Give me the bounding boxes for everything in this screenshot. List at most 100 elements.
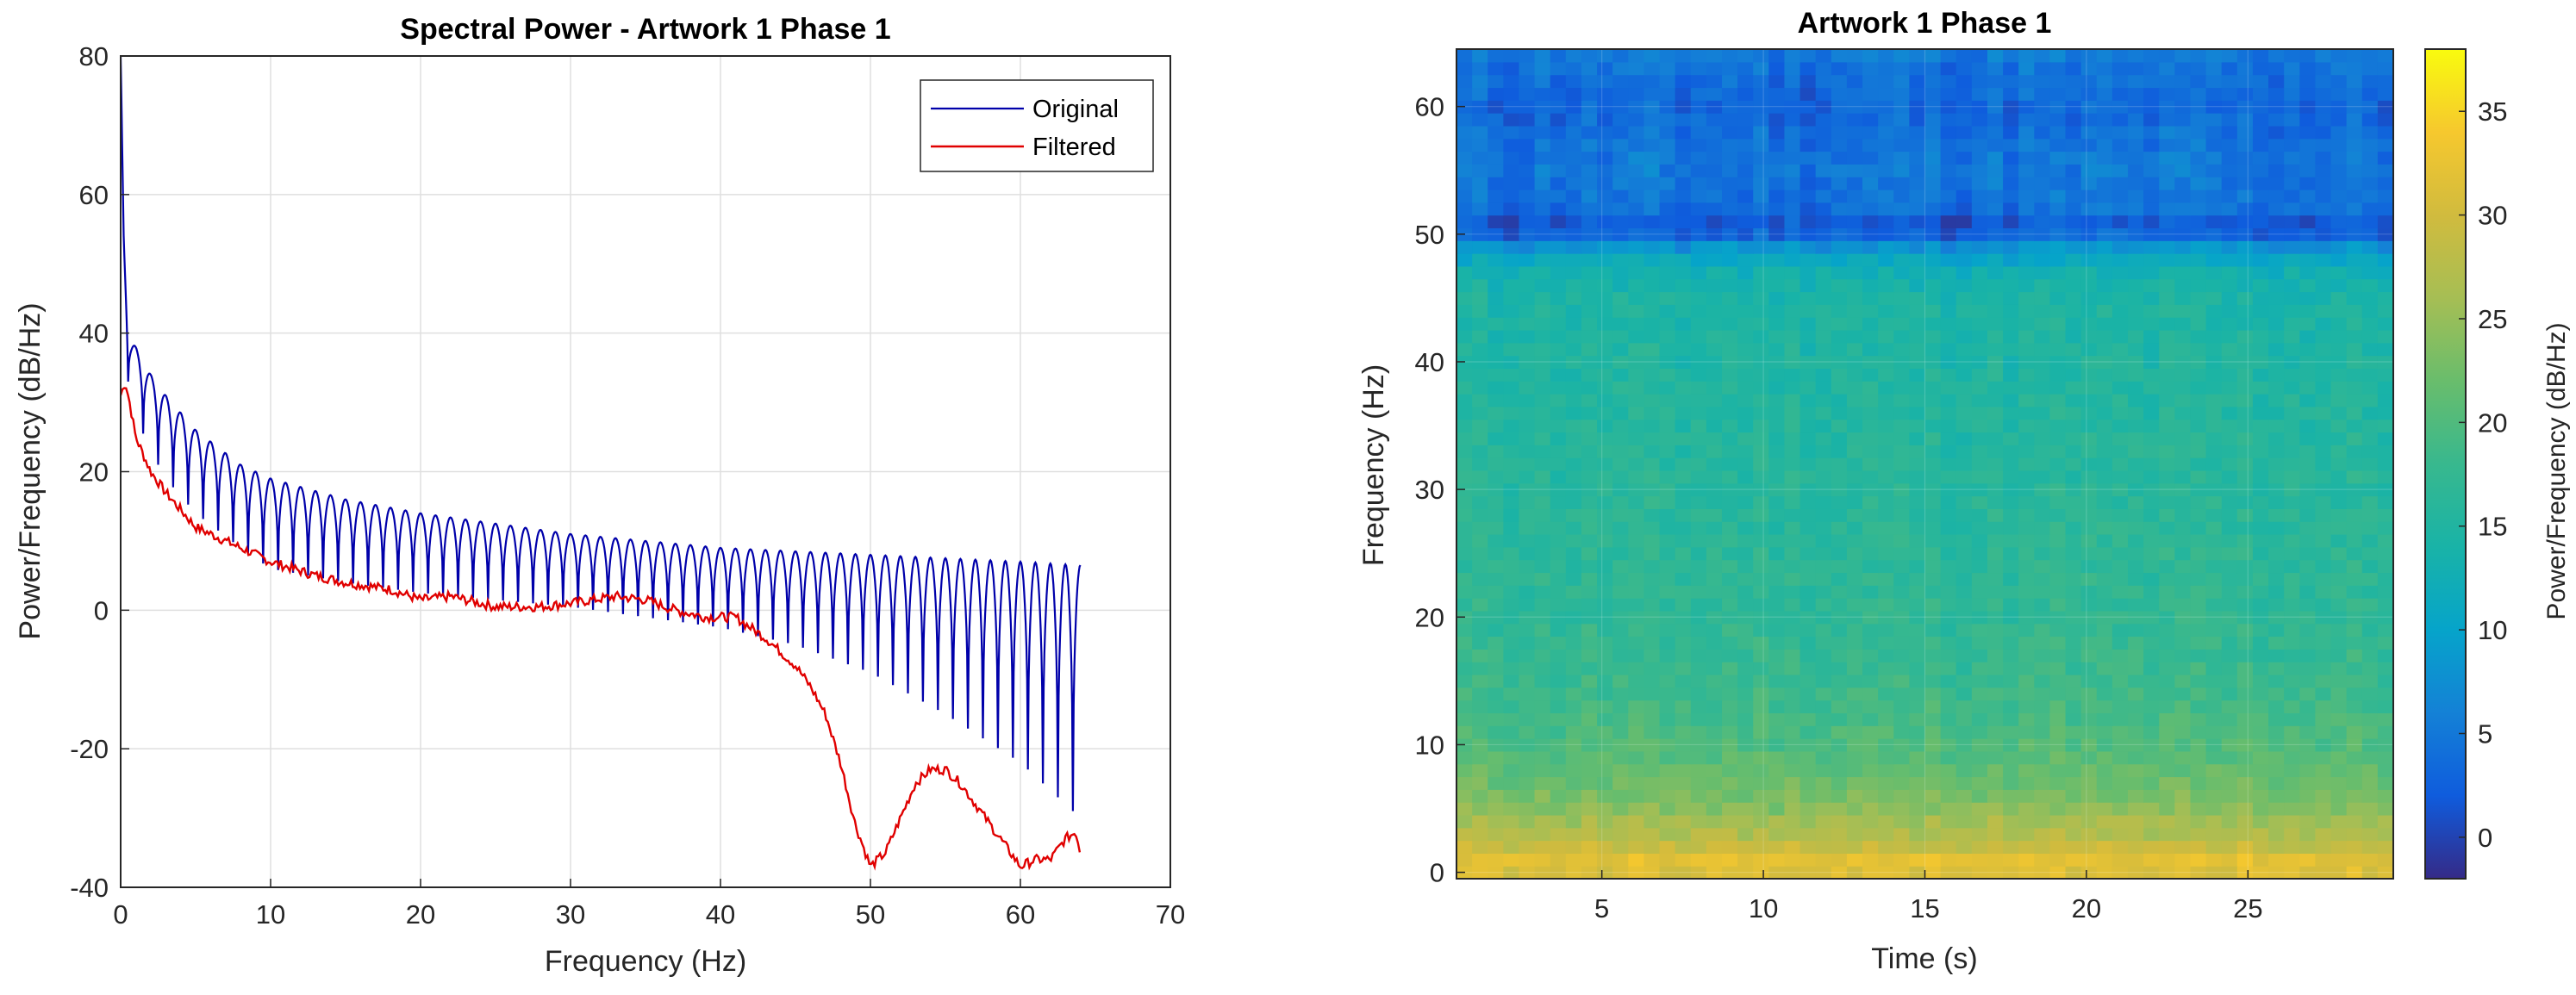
heatmap-cell [2190,495,2207,509]
heatmap-cell [2236,342,2254,357]
heatmap-cell [2377,304,2394,318]
heatmap-cell [2080,636,2098,650]
heatmap-cell [1799,789,1817,803]
heatmap-cell [1846,394,1863,407]
heatmap-cell [2330,572,2348,586]
heatmap-cell [2330,87,2348,101]
heatmap-cell [1940,687,1957,701]
heatmap-cell [2284,776,2300,790]
heatmap-cell [2284,189,2300,203]
heatmap-cell [1846,202,1863,216]
heatmap-cell [2221,394,2238,407]
heatmap-cell [1706,265,1723,280]
heatmap-cell [1550,291,1567,305]
heatmap-cell [1784,125,1801,140]
heatmap-cell [1597,572,1613,586]
heatmap-cell [1768,177,1786,190]
heatmap-cell [2284,598,2300,612]
heatmap-cell [2174,100,2192,114]
heatmap-cell [2252,610,2269,625]
heatmap-cell [2236,508,2254,522]
heatmap-cell [2003,572,2019,586]
heatmap-cell [1550,419,1567,433]
heatmap-cell [1659,802,1676,816]
heatmap-cell [1971,177,1988,190]
heatmap-cell [1690,317,1707,331]
heatmap-cell [1565,750,1582,765]
heatmap-cell [1971,317,1988,331]
heatmap-cell [1690,445,1707,458]
heatmap-cell [1519,394,1536,407]
heatmap-cell [1768,789,1786,803]
heatmap-cell [2205,763,2223,778]
heatmap-y-tick-label: 40 [1415,347,1444,377]
heatmap-cell [1456,674,1473,688]
heatmap-cell [2361,304,2379,318]
heatmap-cell [2205,445,2223,458]
heatmap-cell [2299,125,2317,140]
heatmap-cell [1612,725,1629,739]
heatmap-cell [2377,138,2394,152]
heatmap-cell [2284,521,2300,535]
heatmap-cell [1706,700,1723,713]
heatmap-cell [1644,738,1661,752]
heatmap-cell [2034,329,2051,344]
heatmap-cell [1737,636,1754,650]
heatmap-cell [1503,674,1520,688]
heatmap-cell [2034,662,2051,675]
heatmap-cell [2034,763,2051,778]
heatmap-cell [1831,419,1848,433]
heatmap-cell [1971,278,1988,293]
heatmap-cell [1581,738,1598,752]
heatmap-cell [2268,177,2285,190]
heatmap-cell [2080,559,2098,574]
heatmap-cell [1846,662,1863,675]
heatmap-cell [1472,240,1488,254]
heatmap-cell [1753,495,1769,509]
heatmap-cell [2128,853,2144,867]
heatmap-cell [1846,636,1863,650]
heatmap-cell [2284,432,2300,445]
heatmap-cell [2080,445,2098,458]
heatmap-cell [1456,278,1473,293]
heatmap-cell [1987,61,2004,76]
heatmap-cell [1878,712,1894,726]
heatmap-cell [1987,610,2004,625]
heatmap-cell [1831,74,1848,89]
heatmap-cell [1503,457,1520,471]
heatmap-cell [2128,572,2144,586]
heatmap-cell [2096,317,2113,331]
heatmap-cell [2268,74,2285,89]
heatmap-cell [1799,763,1817,778]
heatmap-cell [1768,125,1786,140]
heatmap-cell [2065,674,2082,688]
heatmap-cell [2034,49,2051,63]
heatmap-cell [2034,87,2051,101]
heatmap-cell [1581,49,1598,63]
heatmap-cell [2221,776,2238,790]
heatmap-cell [2284,623,2300,637]
heatmap-cell [2080,495,2098,509]
heatmap-cell [2377,368,2394,382]
heatmap-cell [2096,546,2113,561]
heatmap-cell [2003,533,2019,548]
heatmap-cell [1519,495,1536,509]
heatmap-cell [1503,763,1520,778]
heatmap-cell [2377,687,2394,701]
heatmap-cell [1878,470,1894,484]
heatmap-cell [2330,265,2348,280]
heatmap-cell [1628,776,1644,790]
heatmap-cell [2221,610,2238,625]
heatmap-cell [1862,381,1879,395]
heatmap-cell [1597,840,1613,854]
heatmap-cell [1488,125,1504,140]
heatmap-cell [2003,814,2019,829]
heatmap-cell [1799,636,1817,650]
heatmap-cell [1893,432,1910,445]
heatmap-cell [2034,866,2051,880]
heatmap-cell [1815,495,1832,509]
heatmap-cell [1893,687,1910,701]
heatmap-cell [1799,814,1817,829]
heatmap-cell [1597,482,1613,497]
heatmap-cell [2361,342,2379,357]
